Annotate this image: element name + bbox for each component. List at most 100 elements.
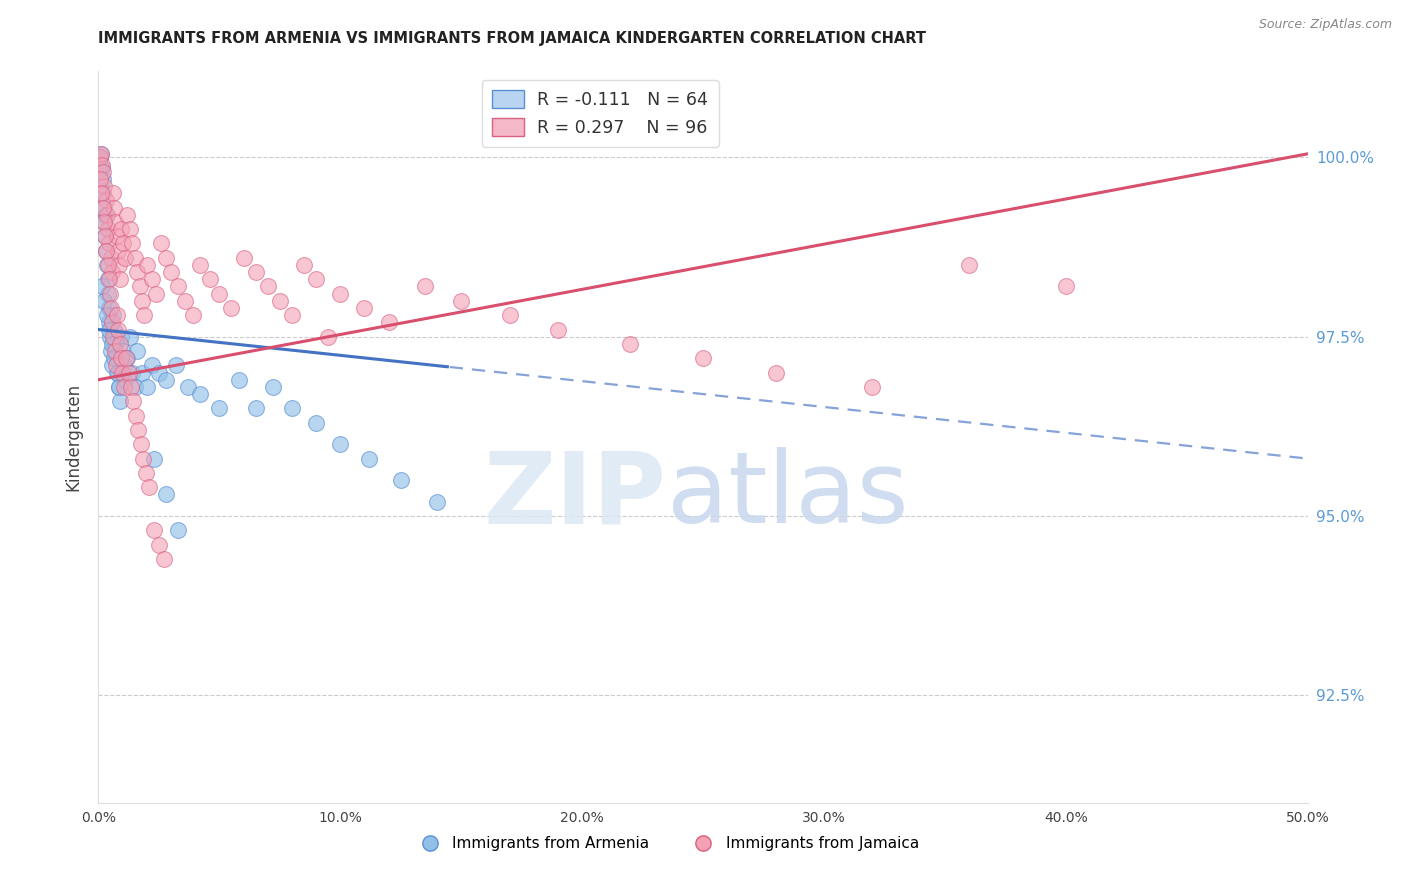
Point (98, 329, 121, 343)
Point (329, 286, 352, 301)
Point (101, 315, 124, 329)
Point (100, 336, 122, 351)
Point (127, 344, 149, 359)
Point (91, 186, 114, 201)
Point (103, 322, 125, 336)
Point (97, 301, 120, 315)
Point (150, 236, 173, 251)
Point (96, 244, 118, 258)
Point (103, 201, 125, 215)
Point (96, 308, 118, 322)
Point (957, 258, 980, 272)
Point (110, 329, 132, 343)
Point (96, 258, 118, 272)
Point (450, 293, 472, 308)
Point (413, 279, 436, 293)
Point (117, 351, 139, 366)
Point (90, 146, 112, 161)
Point (208, 286, 231, 301)
Point (138, 480, 160, 494)
Point (112, 359, 135, 373)
Point (100, 251, 122, 265)
Point (93, 215, 115, 229)
Point (245, 265, 267, 279)
Point (104, 359, 127, 373)
Text: atlas: atlas (666, 447, 908, 544)
Point (167, 279, 190, 293)
Point (89, 158, 111, 172)
Text: IMMIGRANTS FROM ARMENIA VS IMMIGRANTS FROM JAMAICA KINDERGARTEN CORRELATION CHAR: IMMIGRANTS FROM ARMENIA VS IMMIGRANTS FR… (98, 31, 927, 46)
Point (91, 158, 114, 172)
Point (94, 244, 117, 258)
Point (93, 293, 115, 308)
Point (131, 293, 153, 308)
Point (547, 322, 569, 336)
Point (91, 172, 114, 186)
Point (111, 344, 134, 359)
Point (131, 366, 153, 380)
Point (97, 286, 120, 301)
Point (105, 308, 128, 322)
Point (110, 222, 132, 236)
Point (118, 366, 141, 380)
Point (125, 409, 148, 423)
Point (104, 336, 127, 351)
Point (111, 366, 134, 380)
Point (93, 201, 115, 215)
Point (245, 401, 267, 416)
Point (103, 351, 125, 366)
Point (148, 538, 170, 552)
Point (101, 186, 124, 201)
Point (353, 301, 375, 315)
Point (91, 165, 114, 179)
Point (228, 373, 250, 387)
Point (93, 215, 115, 229)
Point (105, 366, 128, 380)
Point (89, 172, 111, 186)
Point (148, 366, 170, 380)
Point (108, 380, 131, 394)
Point (426, 494, 449, 508)
Point (101, 308, 124, 322)
Point (121, 236, 143, 251)
Point (155, 373, 177, 387)
Point (107, 322, 129, 336)
Point (114, 373, 136, 387)
Point (104, 344, 127, 359)
Point (316, 329, 339, 343)
Point (208, 401, 231, 416)
Point (112, 380, 135, 394)
Point (305, 416, 328, 430)
Point (115, 351, 138, 366)
Point (389, 473, 412, 487)
Point (103, 329, 125, 343)
Point (97, 222, 120, 236)
Point (108, 336, 131, 351)
Point (141, 359, 163, 373)
Point (100, 359, 122, 373)
Point (281, 308, 304, 322)
Point (155, 487, 177, 501)
Point (129, 437, 152, 451)
Point (188, 387, 211, 401)
Point (167, 524, 190, 538)
Point (128, 279, 150, 293)
Point (89, 150, 111, 164)
Point (110, 351, 132, 366)
Point (97, 272, 120, 286)
Point (143, 524, 166, 538)
Point (118, 222, 141, 236)
Point (121, 366, 143, 380)
Y-axis label: Kindergarten: Kindergarten (65, 383, 83, 491)
Point (174, 293, 197, 308)
Point (108, 258, 131, 272)
Point (90, 186, 112, 201)
Point (100, 344, 122, 359)
Point (91, 201, 114, 215)
Point (108, 272, 131, 286)
Point (93, 179, 115, 194)
Point (155, 251, 177, 265)
Point (89, 150, 111, 164)
Text: Source: ZipAtlas.com: Source: ZipAtlas.com (1258, 18, 1392, 31)
Point (105, 229, 128, 244)
